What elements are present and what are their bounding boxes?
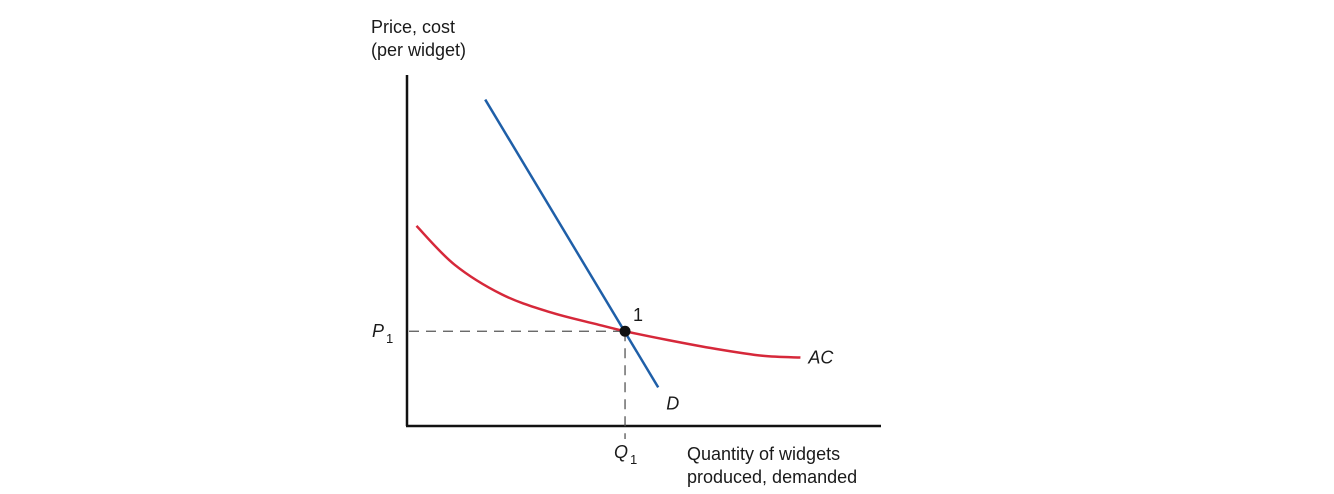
ac-curve — [415, 225, 801, 359]
y-axis-label-line2: (per widget) — [371, 40, 466, 60]
equilibrium-point — [619, 325, 631, 337]
demand-curve-label: D — [666, 393, 679, 413]
y-tick-main: P — [372, 321, 384, 341]
equilibrium-point-label: 1 — [633, 305, 643, 325]
y-tick-sub: 1 — [386, 331, 393, 346]
demand-line — [484, 98, 660, 389]
ac-curve-label: AC — [807, 348, 834, 368]
x-axis-label-line1: Quantity of widgets — [687, 444, 840, 464]
x-axis-label-line2: produced, demanded — [687, 467, 857, 487]
x-tick-main: Q — [614, 442, 628, 462]
y-axis-label-line1: Price, cost — [371, 17, 455, 37]
x-tick-sub: 1 — [630, 452, 637, 467]
